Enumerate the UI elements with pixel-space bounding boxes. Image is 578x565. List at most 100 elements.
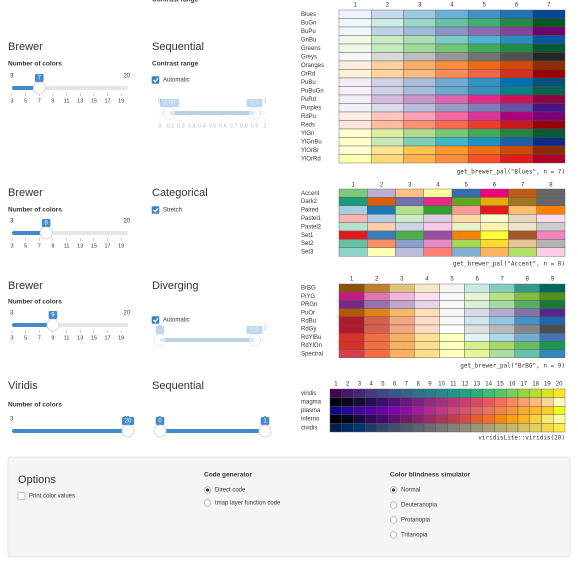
swatch[interactable] [403, 77, 437, 87]
radio[interactable] [203, 499, 212, 507]
swatch[interactable] [532, 145, 566, 155]
swatch[interactable] [338, 188, 368, 198]
swatch[interactable] [435, 137, 469, 147]
swatch[interactable] [553, 388, 566, 398]
palette-name[interactable]: PuOr [301, 310, 315, 316]
swatch[interactable] [363, 349, 390, 359]
palette-name[interactable]: YlGn [301, 131, 314, 137]
swatch[interactable] [338, 349, 365, 359]
swatch[interactable] [388, 423, 401, 433]
swatch[interactable] [353, 423, 366, 433]
slider-handle[interactable] [121, 424, 135, 438]
swatch[interactable] [500, 35, 533, 45]
swatch[interactable] [539, 300, 566, 309]
swatch[interactable] [494, 423, 507, 433]
swatch[interactable] [363, 316, 390, 326]
swatch[interactable] [467, 86, 501, 96]
swatch[interactable] [435, 406, 448, 416]
swatch[interactable] [541, 423, 554, 433]
swatch[interactable] [435, 69, 469, 79]
checkbox[interactable] [17, 492, 26, 500]
swatch[interactable] [435, 18, 469, 28]
palette-name[interactable]: YlOrRd [301, 156, 321, 162]
swatch[interactable] [395, 197, 424, 206]
swatch[interactable] [363, 308, 390, 318]
swatch[interactable] [464, 324, 490, 334]
swatch[interactable] [395, 222, 424, 232]
swatch[interactable] [464, 333, 490, 342]
swatch[interactable] [482, 423, 495, 433]
swatch[interactable] [459, 397, 472, 407]
swatch[interactable] [439, 349, 465, 359]
swatch[interactable] [338, 324, 365, 334]
swatch[interactable] [541, 414, 554, 424]
swatch[interactable] [514, 308, 541, 318]
swatch[interactable] [338, 77, 372, 87]
swatch[interactable] [423, 239, 453, 248]
swatch[interactable] [532, 52, 566, 62]
swatch[interactable] [517, 414, 530, 424]
swatch[interactable] [338, 230, 368, 240]
swatch[interactable] [539, 341, 566, 350]
swatch[interactable] [532, 26, 566, 36]
swatch[interactable] [500, 145, 533, 155]
swatch[interactable] [470, 406, 483, 416]
swatch[interactable] [435, 86, 469, 96]
swatch[interactable] [439, 316, 465, 326]
swatch[interactable] [371, 111, 404, 121]
swatch[interactable] [464, 308, 490, 318]
swatch[interactable] [403, 103, 437, 113]
swatch[interactable] [338, 205, 368, 215]
swatch[interactable] [480, 188, 509, 198]
swatch[interactable] [403, 60, 437, 70]
swatch[interactable] [439, 324, 465, 334]
swatch[interactable] [467, 69, 501, 79]
swatch[interactable] [451, 197, 481, 206]
palette-name[interactable]: PuBuGn [301, 88, 324, 94]
swatch[interactable] [371, 26, 404, 36]
swatch[interactable] [439, 341, 465, 350]
swatch[interactable] [329, 423, 342, 433]
swatch[interactable] [371, 60, 404, 70]
swatch[interactable] [363, 283, 390, 293]
swatch[interactable] [508, 205, 537, 215]
swatch[interactable] [539, 324, 566, 334]
swatch[interactable] [414, 316, 440, 326]
palette-name[interactable]: BrBG [301, 286, 316, 292]
slider-handle[interactable] [258, 424, 272, 438]
palette-name[interactable]: YlGnBu [301, 139, 322, 145]
swatch[interactable] [403, 9, 437, 19]
slider-handle[interactable] [46, 318, 60, 332]
swatch[interactable] [338, 197, 368, 206]
palette-name[interactable]: RdGy [301, 327, 316, 333]
swatch[interactable] [553, 397, 566, 407]
swatch[interactable] [341, 414, 354, 424]
swatch[interactable] [435, 77, 469, 87]
swatch[interactable] [367, 222, 396, 232]
swatch[interactable] [447, 397, 460, 407]
palette-name[interactable]: PuRd [301, 97, 316, 103]
swatch[interactable] [539, 316, 566, 326]
swatch[interactable] [514, 324, 541, 334]
swatch[interactable] [363, 341, 390, 350]
swatch[interactable] [489, 283, 515, 293]
swatch[interactable] [532, 43, 566, 53]
swatch[interactable] [451, 213, 481, 223]
swatch[interactable] [365, 414, 378, 424]
swatch[interactable] [423, 213, 453, 223]
palette-name[interactable]: RdYlBu [301, 335, 321, 341]
swatch[interactable] [414, 341, 440, 350]
swatch[interactable] [470, 397, 483, 407]
swatch[interactable] [532, 154, 566, 164]
swatch[interactable] [329, 397, 342, 407]
swatch[interactable] [371, 128, 404, 138]
slider-handle[interactable] [39, 226, 53, 240]
swatch[interactable] [353, 397, 366, 407]
swatch[interactable] [403, 154, 437, 164]
swatch[interactable] [338, 9, 372, 19]
swatch[interactable] [553, 406, 566, 416]
swatch[interactable] [435, 9, 469, 19]
radio[interactable] [389, 516, 398, 524]
swatch[interactable] [439, 292, 465, 301]
swatch[interactable] [489, 324, 515, 334]
